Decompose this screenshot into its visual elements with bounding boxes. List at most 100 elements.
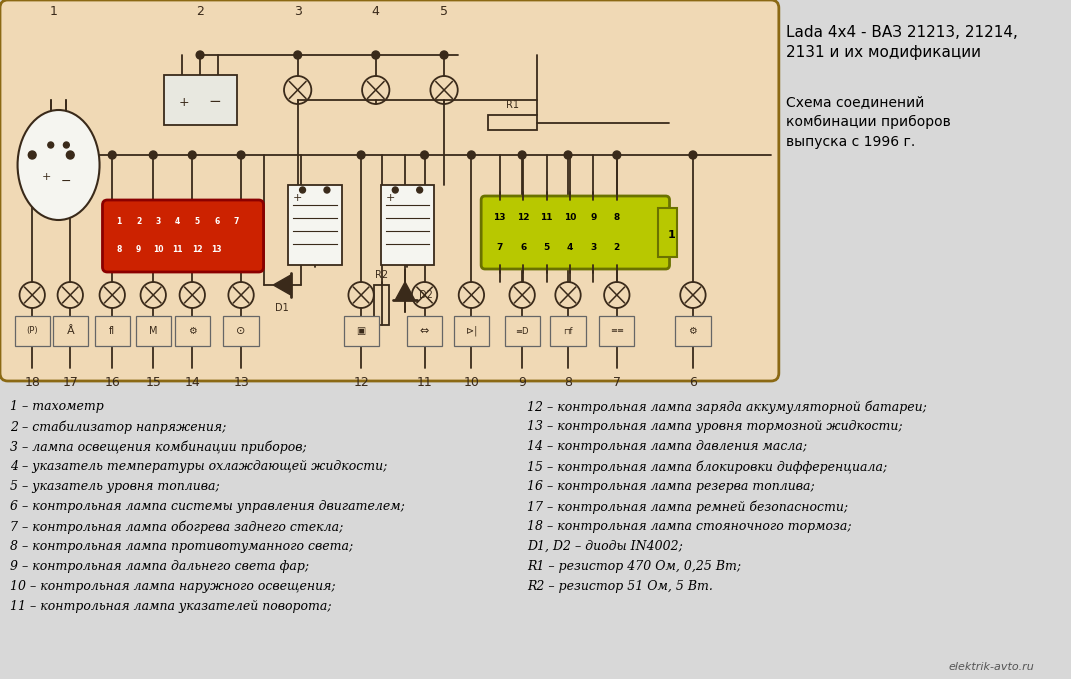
Text: 5: 5 <box>440 5 448 18</box>
Circle shape <box>613 151 621 159</box>
Text: 1: 1 <box>117 217 122 227</box>
Text: ⚙: ⚙ <box>689 326 697 336</box>
Bar <box>52 316 88 346</box>
Text: ≡D: ≡D <box>515 327 529 335</box>
Text: 9: 9 <box>136 244 141 253</box>
Text: ⇔: ⇔ <box>420 326 429 336</box>
Text: +: + <box>386 193 395 203</box>
Text: 12 – контрольная лампа заряда аккумуляторной батареи;: 12 – контрольная лампа заряда аккумулято… <box>527 400 926 414</box>
Circle shape <box>300 187 305 193</box>
Text: 7: 7 <box>233 217 239 227</box>
Bar <box>488 115 537 130</box>
Text: 10: 10 <box>153 244 164 253</box>
Text: +: + <box>42 172 51 182</box>
Circle shape <box>48 142 54 148</box>
Text: 2 – стабилизатор напряжения;: 2 – стабилизатор напряжения; <box>10 420 226 433</box>
Circle shape <box>518 151 526 159</box>
Text: 6: 6 <box>214 217 220 227</box>
Text: 1 – тахометр: 1 – тахометр <box>10 400 104 413</box>
FancyBboxPatch shape <box>481 196 669 269</box>
Circle shape <box>63 142 70 148</box>
Text: 5: 5 <box>543 242 549 251</box>
Circle shape <box>28 151 36 159</box>
Text: 6: 6 <box>521 242 526 251</box>
Text: D2: D2 <box>419 290 433 300</box>
Text: 9 – контрольная лампа дальнего света фар;: 9 – контрольная лампа дальнего света фар… <box>10 560 308 573</box>
Bar <box>676 316 710 346</box>
Bar <box>15 316 49 346</box>
Text: ⊙: ⊙ <box>237 326 245 336</box>
Text: fl: fl <box>109 326 116 336</box>
Text: 17: 17 <box>62 376 78 389</box>
Text: 6: 6 <box>689 376 697 389</box>
Text: 4: 4 <box>567 242 573 251</box>
Text: 18: 18 <box>25 376 40 389</box>
Text: 2: 2 <box>614 242 620 251</box>
Text: D1, D2 – диоды IN4002;: D1, D2 – диоды IN4002; <box>527 540 683 553</box>
Text: ⊓f: ⊓f <box>563 327 573 335</box>
Text: Lada 4x4 - ВАЗ 21213, 21214,: Lada 4x4 - ВАЗ 21213, 21214, <box>786 25 1017 40</box>
Text: 7: 7 <box>613 376 621 389</box>
Text: 8: 8 <box>117 244 122 253</box>
Text: 11 – контрольная лампа указателей поворота;: 11 – контрольная лампа указателей поворо… <box>10 600 331 613</box>
Circle shape <box>66 151 74 159</box>
Text: −: − <box>209 94 221 109</box>
Bar <box>224 316 258 346</box>
Circle shape <box>108 151 116 159</box>
Text: 15 – контрольная лампа блокировки дифференциала;: 15 – контрольная лампа блокировки диффер… <box>527 460 887 473</box>
Circle shape <box>188 151 196 159</box>
Text: 1: 1 <box>667 230 676 240</box>
Text: Схема соединений: Схема соединений <box>786 95 924 109</box>
Bar <box>454 316 489 346</box>
Text: R2: R2 <box>375 270 388 280</box>
Bar <box>600 316 634 346</box>
Bar <box>344 316 379 346</box>
Text: 4: 4 <box>372 5 380 18</box>
Text: 15: 15 <box>146 376 161 389</box>
FancyBboxPatch shape <box>103 200 263 272</box>
Text: 4: 4 <box>175 217 180 227</box>
Text: 17 – контрольная лампа ремней безопасности;: 17 – контрольная лампа ремней безопаснос… <box>527 500 848 513</box>
Circle shape <box>237 151 245 159</box>
Text: ≡≡: ≡≡ <box>609 327 623 335</box>
Circle shape <box>149 151 157 159</box>
Circle shape <box>358 151 365 159</box>
Text: 7: 7 <box>497 242 503 251</box>
Polygon shape <box>395 282 414 300</box>
Bar <box>136 316 170 346</box>
Text: 16 – контрольная лампа резерва топлива;: 16 – контрольная лампа резерва топлива; <box>527 480 815 493</box>
Text: 6 – контрольная лампа системы управления двигателем;: 6 – контрольная лампа системы управления… <box>10 500 405 513</box>
Text: ⚙: ⚙ <box>187 326 197 336</box>
Text: Å: Å <box>66 326 74 336</box>
Text: 13: 13 <box>233 376 248 389</box>
Text: 11: 11 <box>172 244 183 253</box>
Bar <box>175 316 210 346</box>
Text: 2: 2 <box>136 217 141 227</box>
Circle shape <box>468 151 476 159</box>
Text: 12: 12 <box>192 244 202 253</box>
Text: D1: D1 <box>275 303 289 313</box>
Text: R1: R1 <box>506 100 518 110</box>
Text: 11: 11 <box>540 213 553 223</box>
Text: 3: 3 <box>590 242 597 251</box>
Text: 8: 8 <box>614 213 620 223</box>
Text: 10: 10 <box>563 213 576 223</box>
Bar <box>407 316 442 346</box>
Text: 7 – контрольная лампа обогрева заднего стекла;: 7 – контрольная лампа обогрева заднего с… <box>10 520 343 534</box>
Circle shape <box>564 151 572 159</box>
Text: 18 – контрольная лампа стояночного тормоза;: 18 – контрольная лампа стояночного тормо… <box>527 520 851 533</box>
Text: +: + <box>178 96 188 109</box>
Circle shape <box>293 51 302 59</box>
Bar <box>658 208 677 257</box>
Circle shape <box>196 51 203 59</box>
Polygon shape <box>273 275 291 295</box>
Text: 8 – контрольная лампа противотуманного света;: 8 – контрольная лампа противотуманного с… <box>10 540 353 553</box>
Text: +: + <box>292 193 302 203</box>
Text: −: − <box>61 175 72 188</box>
Text: 3: 3 <box>155 217 161 227</box>
Circle shape <box>689 151 697 159</box>
Circle shape <box>392 187 398 193</box>
Bar <box>380 185 435 265</box>
Text: 3: 3 <box>293 5 302 18</box>
Text: R1 – резистор 470 Ом, 0,25 Вт;: R1 – резистор 470 Ом, 0,25 Вт; <box>527 560 741 573</box>
